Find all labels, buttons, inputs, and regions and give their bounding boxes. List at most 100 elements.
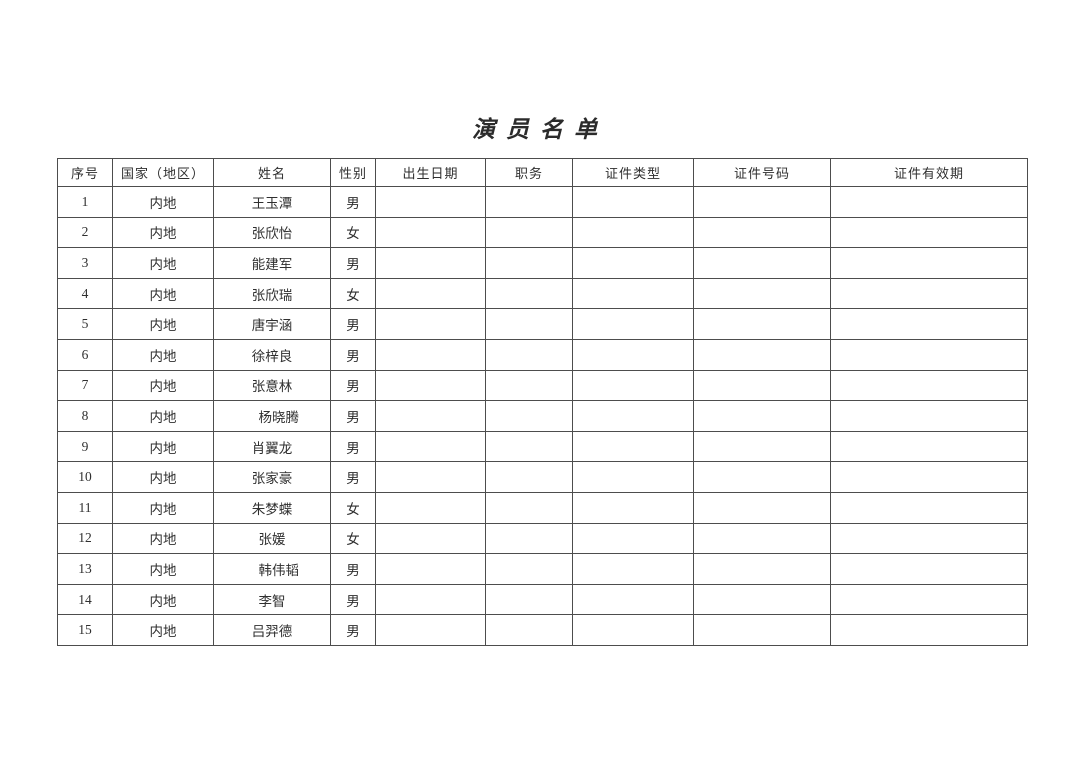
- cell-name: 韩伟韬: [213, 553, 331, 585]
- table-row: 12 内地 张媛 女: [57, 522, 1028, 555]
- cell-gender: 男: [330, 247, 376, 279]
- table-row: 13 内地 韩伟韬 男: [57, 553, 1028, 585]
- table-row: 15 内地 吕羿德 男: [57, 614, 1028, 646]
- cell-name: 肖翼龙: [213, 430, 331, 463]
- cell-id-number: [693, 461, 831, 493]
- cell-birth-date: [375, 277, 486, 310]
- cell-id-number: [693, 583, 831, 616]
- table-row: 7 内地 张意林 男: [57, 369, 1028, 402]
- cell-region: 内地: [112, 522, 214, 555]
- cell-id-number: [693, 216, 831, 249]
- cell-id-type: [572, 461, 694, 493]
- cell-id-number: [693, 614, 831, 646]
- cell-id-number: [693, 338, 831, 371]
- cell-name: 王玉潭: [213, 186, 331, 218]
- column-header-region: 国家（地区）: [112, 158, 214, 187]
- actor-list-table: 序号 国家（地区） 姓名 性别 出生日期 职务 证件类型 证件号码 证件有效期 …: [57, 158, 1028, 646]
- cell-name: 张欣怡: [213, 216, 331, 249]
- cell-id-validity: [830, 522, 1028, 555]
- cell-id-validity: [830, 338, 1028, 371]
- cell-id-number: [693, 522, 831, 555]
- cell-region: 内地: [112, 614, 214, 646]
- cell-birth-date: [375, 400, 486, 432]
- cell-position: [485, 491, 573, 524]
- cell-id-type: [572, 430, 694, 463]
- cell-position: [485, 583, 573, 616]
- column-header-id-number: 证件号码: [693, 158, 831, 187]
- cell-id-number: [693, 491, 831, 524]
- cell-id-validity: [830, 369, 1028, 402]
- cell-index: 7: [57, 369, 113, 402]
- cell-index: 1: [57, 186, 113, 218]
- column-header-index: 序号: [57, 158, 113, 187]
- cell-position: [485, 308, 573, 340]
- cell-region: 内地: [112, 491, 214, 524]
- cell-region: 内地: [112, 277, 214, 310]
- cell-position: [485, 247, 573, 279]
- table-row: 9 内地 肖翼龙 男: [57, 430, 1028, 463]
- cell-id-type: [572, 247, 694, 279]
- cell-birth-date: [375, 491, 486, 524]
- table-row: 10 内地 张家豪 男: [57, 461, 1028, 493]
- cell-region: 内地: [112, 461, 214, 493]
- cell-name: 张家豪: [213, 461, 331, 493]
- cell-id-type: [572, 186, 694, 218]
- cell-name: 吕羿德: [213, 614, 331, 646]
- column-header-birth-date: 出生日期: [375, 158, 486, 187]
- cell-gender: 女: [330, 277, 376, 310]
- cell-gender: 女: [330, 522, 376, 555]
- column-header-id-validity: 证件有效期: [830, 158, 1028, 187]
- cell-index: 6: [57, 338, 113, 371]
- cell-region: 内地: [112, 338, 214, 371]
- cell-id-validity: [830, 614, 1028, 646]
- cell-region: 内地: [112, 553, 214, 585]
- table-row: 6 内地 徐梓良 男: [57, 338, 1028, 371]
- cell-gender: 男: [330, 614, 376, 646]
- cell-id-number: [693, 186, 831, 218]
- cell-id-number: [693, 430, 831, 463]
- cell-birth-date: [375, 583, 486, 616]
- cell-id-number: [693, 369, 831, 402]
- cell-id-validity: [830, 583, 1028, 616]
- cell-name: 张意林: [213, 369, 331, 402]
- cell-region: 内地: [112, 583, 214, 616]
- cell-gender: 男: [330, 186, 376, 218]
- cell-region: 内地: [112, 400, 214, 432]
- cell-position: [485, 400, 573, 432]
- column-header-position: 职务: [485, 158, 573, 187]
- column-header-name: 姓名: [213, 158, 331, 187]
- column-header-gender: 性别: [330, 158, 376, 187]
- cell-gender: 女: [330, 216, 376, 249]
- cell-birth-date: [375, 186, 486, 218]
- cell-gender: 男: [330, 583, 376, 616]
- column-header-id-type: 证件类型: [572, 158, 694, 187]
- cell-gender: 男: [330, 308, 376, 340]
- cell-gender: 男: [330, 338, 376, 371]
- cell-gender: 男: [330, 369, 376, 402]
- cell-name: 徐梓良: [213, 338, 331, 371]
- cell-id-type: [572, 491, 694, 524]
- cell-id-validity: [830, 216, 1028, 249]
- cell-id-validity: [830, 491, 1028, 524]
- table-body: 1 内地 王玉潭 男 2 内地 张欣怡 女 3 内地 能建军 男: [57, 186, 1028, 646]
- cell-index: 11: [57, 491, 113, 524]
- cell-birth-date: [375, 522, 486, 555]
- cell-position: [485, 277, 573, 310]
- page-title: 演员名单: [472, 117, 608, 142]
- cell-id-type: [572, 369, 694, 402]
- cell-id-type: [572, 277, 694, 310]
- cell-position: [485, 614, 573, 646]
- cell-index: 12: [57, 522, 113, 555]
- cell-index: 3: [57, 247, 113, 279]
- cell-index: 10: [57, 461, 113, 493]
- table-header-row: 序号 国家（地区） 姓名 性别 出生日期 职务 证件类型 证件号码 证件有效期: [57, 158, 1028, 187]
- cell-index: 5: [57, 308, 113, 340]
- cell-region: 内地: [112, 369, 214, 402]
- table-row: 1 内地 王玉潭 男: [57, 186, 1028, 218]
- cell-id-number: [693, 308, 831, 340]
- cell-id-validity: [830, 308, 1028, 340]
- cell-birth-date: [375, 369, 486, 402]
- cell-name: 能建军: [213, 247, 331, 279]
- cell-name: 唐宇涵: [213, 308, 331, 340]
